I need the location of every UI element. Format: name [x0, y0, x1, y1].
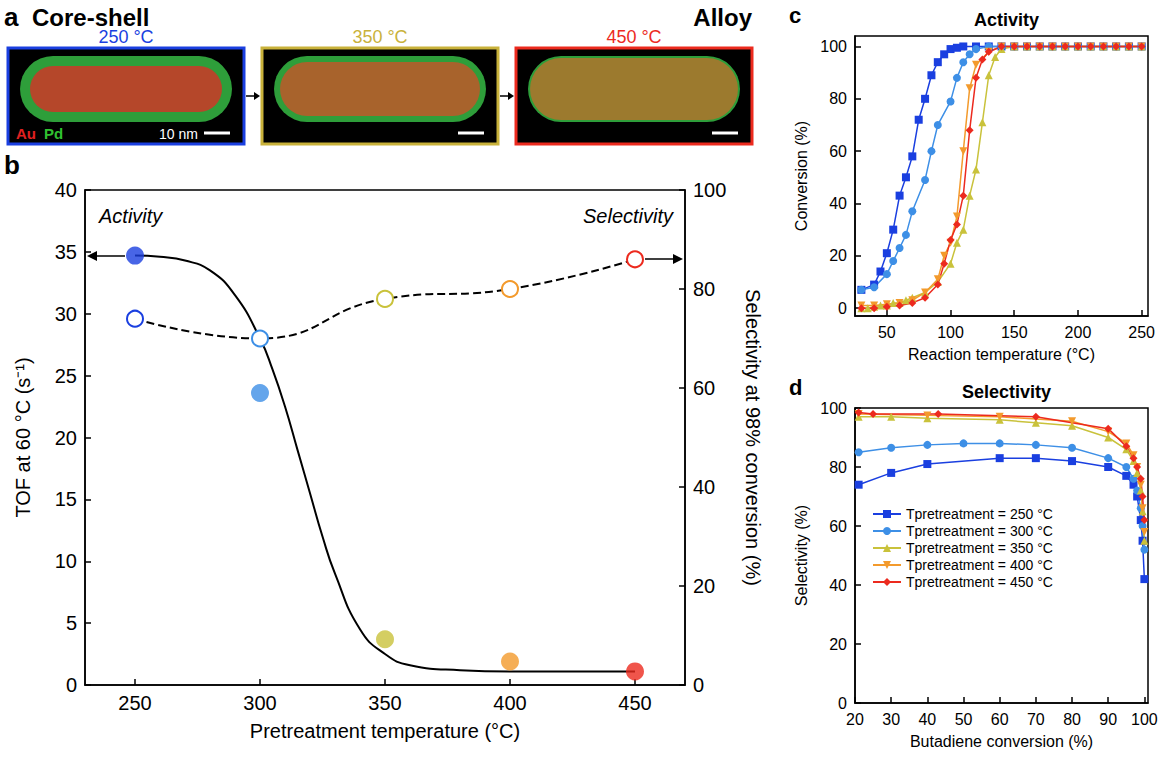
svg-text:20: 20 [829, 247, 847, 264]
svg-text:35: 35 [55, 241, 77, 263]
svg-text:Core-shell: Core-shell [32, 4, 150, 31]
svg-text:b: b [4, 150, 20, 180]
svg-text:80: 80 [829, 90, 847, 107]
svg-text:90: 90 [1099, 711, 1117, 728]
svg-text:0: 0 [693, 674, 704, 696]
svg-text:10 nm: 10 nm [159, 126, 198, 142]
svg-text:100: 100 [937, 324, 964, 341]
svg-text:Pretreatment temperature (°C): Pretreatment temperature (°C) [250, 720, 520, 742]
svg-text:Tpretreatment = 400 °C: Tpretreatment = 400 °C [906, 557, 1053, 573]
svg-text:400: 400 [493, 692, 526, 714]
svg-text:200: 200 [1065, 324, 1092, 341]
svg-text:60: 60 [829, 143, 847, 160]
svg-text:100: 100 [693, 179, 726, 201]
svg-text:Activity: Activity [974, 10, 1039, 30]
svg-text:Selectivity (%): Selectivity (%) [793, 505, 810, 606]
svg-text:80: 80 [693, 278, 715, 300]
svg-text:50: 50 [955, 711, 973, 728]
svg-text:150: 150 [1001, 324, 1028, 341]
svg-text:300: 300 [243, 692, 276, 714]
svg-text:60: 60 [991, 711, 1009, 728]
svg-text:5: 5 [66, 612, 77, 634]
svg-text:40: 40 [693, 476, 715, 498]
svg-text:20: 20 [693, 575, 715, 597]
svg-text:30: 30 [55, 303, 77, 325]
svg-text:100: 100 [1131, 711, 1158, 728]
svg-text:0: 0 [838, 300, 847, 317]
svg-text:c: c [789, 3, 801, 28]
svg-text:25: 25 [55, 365, 77, 387]
svg-text:100: 100 [820, 38, 847, 55]
svg-text:30: 30 [882, 711, 900, 728]
svg-text:250: 250 [118, 692, 151, 714]
svg-text:Tpretreatment = 300 °C: Tpretreatment = 300 °C [906, 523, 1053, 539]
svg-text:20: 20 [55, 427, 77, 449]
svg-text:Tpretreatment = 450 °C: Tpretreatment = 450 °C [906, 574, 1053, 590]
svg-text:Tpretreatment = 350 °C: Tpretreatment = 350 °C [906, 540, 1053, 556]
svg-text:50: 50 [878, 324, 896, 341]
svg-text:Alloy: Alloy [693, 4, 752, 31]
svg-text:Selectivity: Selectivity [962, 382, 1051, 402]
svg-text:60: 60 [829, 518, 847, 535]
svg-text:40: 40 [829, 577, 847, 594]
svg-text:20: 20 [846, 711, 864, 728]
svg-text:20: 20 [829, 636, 847, 653]
svg-text:250: 250 [1128, 324, 1155, 341]
svg-text:350: 350 [368, 692, 401, 714]
svg-text:a: a [4, 2, 19, 32]
svg-text:Pd: Pd [44, 125, 63, 142]
svg-text:70: 70 [1027, 711, 1045, 728]
svg-text:350 °C: 350 °C [352, 27, 407, 47]
svg-text:80: 80 [829, 459, 847, 476]
svg-text:100: 100 [820, 400, 847, 417]
svg-text:450: 450 [618, 692, 651, 714]
svg-text:Butadiene conversion (%): Butadiene conversion (%) [910, 733, 1093, 750]
svg-text:40: 40 [55, 179, 77, 201]
svg-text:60: 60 [693, 377, 715, 399]
svg-text:Selectivity at 98% conversion: Selectivity at 98% conversion (%) [742, 289, 764, 586]
svg-text:0: 0 [838, 695, 847, 712]
svg-text:TOF at 60 °C (s⁻¹): TOF at 60 °C (s⁻¹) [12, 357, 34, 517]
svg-text:40: 40 [918, 711, 936, 728]
svg-text:Conversion (%): Conversion (%) [793, 121, 810, 231]
svg-text:Tpretreatment = 250 °C: Tpretreatment = 250 °C [906, 506, 1053, 522]
svg-text:d: d [789, 375, 802, 400]
svg-text:450 °C: 450 °C [606, 27, 661, 47]
svg-text:80: 80 [1063, 711, 1081, 728]
svg-text:10: 10 [55, 550, 77, 572]
svg-text:Selectivity: Selectivity [583, 205, 674, 227]
svg-text:40: 40 [829, 195, 847, 212]
svg-text:250 °C: 250 °C [98, 27, 153, 47]
svg-text:15: 15 [55, 488, 77, 510]
svg-text:Activity: Activity [98, 205, 163, 227]
svg-text:0: 0 [66, 674, 77, 696]
svg-text:Reaction temperature (°C): Reaction temperature (°C) [908, 346, 1095, 363]
svg-text:Au: Au [16, 125, 36, 142]
